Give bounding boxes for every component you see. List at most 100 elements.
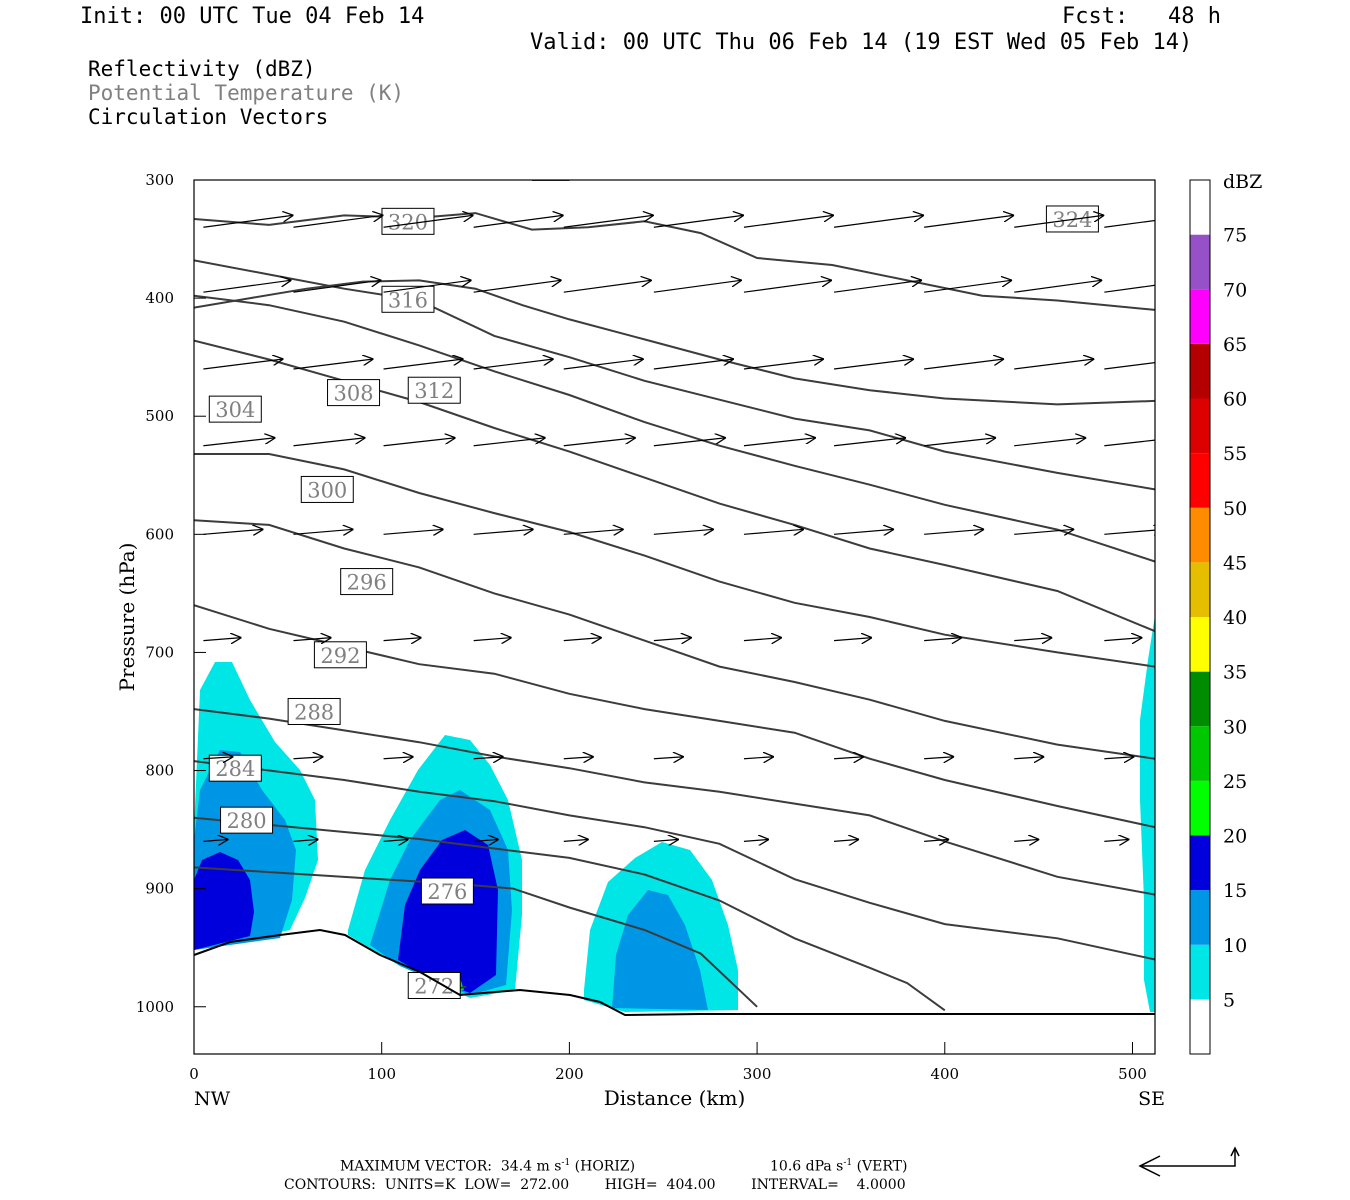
circulation-vector — [1104, 839, 1129, 841]
contour-label-box — [287, 697, 341, 725]
circulation-vector — [203, 359, 283, 370]
circulation-vector — [203, 280, 291, 293]
colorbar-label: 35 — [1223, 662, 1247, 684]
circulation-vector — [924, 438, 996, 447]
contour-label-292: 292 — [320, 644, 360, 668]
refl-cell-edge-5dbz — [1140, 615, 1155, 1012]
theta-contour-284 — [194, 760, 1155, 961]
contour-label-box — [381, 285, 435, 313]
refl-cell-se1-10dbz — [612, 890, 708, 1010]
circulation-vector — [743, 215, 834, 228]
colorbar-swatch — [1190, 180, 1210, 235]
x-end-right-label: SE — [1138, 1088, 1165, 1110]
x-tick-label: 100 — [367, 1065, 396, 1083]
colorbar-swatch — [1190, 289, 1210, 344]
circulation-vector — [293, 215, 383, 228]
circulation-vector — [743, 280, 832, 293]
circulation-vector — [293, 839, 318, 841]
circulation-vector — [203, 839, 228, 841]
contour-label-box — [407, 376, 461, 404]
circulation-vector — [743, 529, 804, 534]
contour-label-272: 272 — [414, 974, 454, 998]
colorbar-label: 55 — [1223, 443, 1247, 465]
contour-label-280: 280 — [227, 809, 267, 833]
circulation-vector — [1014, 638, 1052, 641]
circulation-vector — [653, 529, 714, 534]
circulation-vector — [924, 215, 1014, 228]
circulation-vector — [833, 529, 894, 534]
colorbar-swatch — [1190, 780, 1210, 836]
circulation-vector — [473, 839, 499, 841]
colorbar-label: 25 — [1223, 771, 1247, 793]
colorbar-swatch — [1190, 944, 1210, 1000]
circulation-vector — [743, 638, 782, 641]
colorbar-swatch — [1190, 453, 1210, 508]
circulation-vector — [743, 359, 824, 370]
circulation-vector — [924, 757, 954, 759]
circulation-vector — [924, 638, 962, 641]
max-vector-vert: 10.6 dPa s-1 (VERT) — [770, 1158, 908, 1175]
circulation-vector — [473, 757, 504, 759]
circulation-vector — [293, 638, 331, 641]
colorbar-swatch — [1190, 890, 1210, 945]
colorbar-label: 70 — [1223, 279, 1247, 301]
circulation-vector — [833, 359, 914, 370]
circulation-vector — [563, 215, 654, 228]
contour-label-box — [407, 971, 461, 999]
colorbar-swatch — [1190, 999, 1210, 1054]
circulation-vector — [1014, 215, 1104, 228]
circulation-vector — [1104, 529, 1155, 534]
circulation-vector — [924, 359, 1004, 370]
forecast-hour: Fcst: 48 h — [1062, 4, 1221, 29]
colorbar-label: 5 — [1223, 989, 1235, 1011]
x-tick-label: 0 — [189, 1065, 199, 1083]
y-tick-label: 800 — [145, 762, 174, 780]
circulation-vector — [473, 359, 554, 370]
circulation-vector — [653, 757, 684, 759]
x-tick-label: 300 — [743, 1065, 772, 1083]
circulation-vector — [563, 438, 636, 447]
circulation-vector — [473, 280, 562, 293]
circulation-vector — [653, 438, 726, 447]
theta-contour-308 — [194, 294, 1155, 563]
circulation-vector — [203, 215, 293, 228]
circulation-vector — [833, 215, 924, 228]
circulation-vectors — [203, 215, 1155, 841]
circulation-vector — [743, 839, 769, 841]
circulation-vector — [473, 529, 534, 534]
circulation-vector — [293, 280, 381, 293]
reference-vector-icon — [1138, 1146, 1240, 1177]
circulation-vector — [383, 638, 422, 641]
contour-label-box — [300, 475, 354, 503]
circulation-vector — [1014, 757, 1044, 759]
colorbar-swatch — [1190, 726, 1210, 781]
theta-contour-320 — [194, 212, 1155, 311]
circulation-vector — [653, 359, 734, 370]
circulation-vector — [653, 280, 742, 293]
contour-label-box — [208, 395, 262, 423]
colorbar-swatch — [1190, 507, 1210, 563]
circulation-vector — [834, 757, 864, 759]
y-tick-label: 500 — [145, 407, 174, 425]
circulation-vector — [1104, 284, 1155, 293]
circulation-vector — [383, 280, 472, 293]
colorbar-swatch — [1190, 234, 1210, 290]
circulation-vector — [1104, 439, 1155, 447]
contour-label-312: 312 — [414, 379, 454, 403]
y-tick-label: 300 — [145, 171, 174, 189]
circulation-vector — [833, 839, 859, 841]
circulation-vector — [293, 529, 353, 534]
circulation-vector — [1014, 438, 1086, 447]
colorbar-swatch — [1190, 343, 1210, 399]
circulation-vector — [383, 839, 409, 841]
circulation-vector — [833, 280, 922, 293]
contour-label-276: 276 — [427, 880, 467, 904]
contour-label-284: 284 — [215, 757, 255, 781]
colorbar-label: 45 — [1223, 552, 1247, 574]
x-tick-label: 500 — [1118, 1065, 1147, 1083]
circulation-vector — [1104, 757, 1134, 759]
colorbar-label: 65 — [1223, 334, 1247, 356]
contour-label-316: 316 — [388, 288, 428, 312]
circulation-vector — [293, 438, 365, 447]
